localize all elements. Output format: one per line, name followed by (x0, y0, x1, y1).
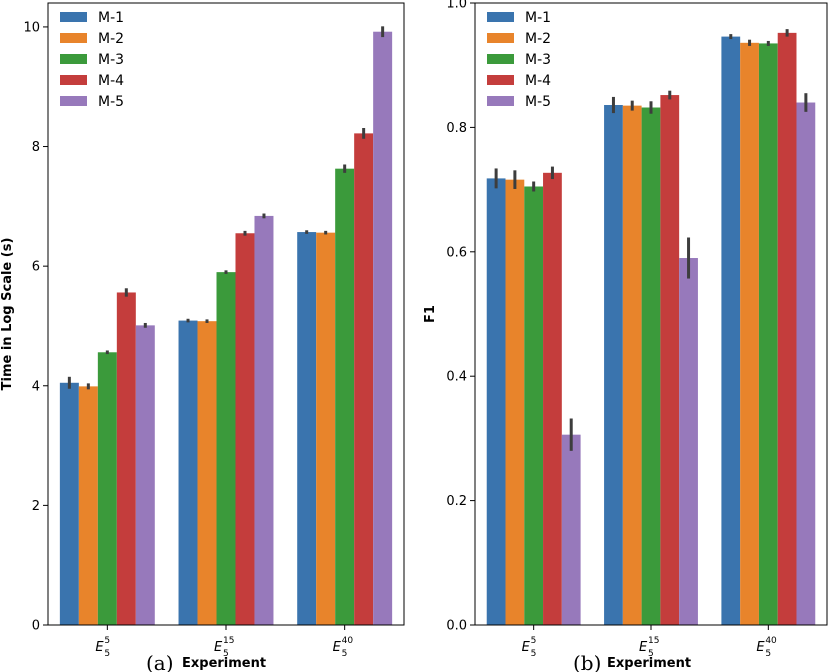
panel-a-bar-m-2-cat1 (78, 386, 98, 625)
panel-a-legend: M-1 M-2 M-3 M-4 M-5 (60, 10, 124, 110)
panel-a-bar-m-1-cat1 (59, 382, 79, 625)
panel-b-legend-label-m-3: M-3 (525, 52, 551, 68)
panel-b-legend-swatch-m-1 (487, 12, 514, 22)
panel-a-bar-m-3-cat2 (216, 272, 236, 625)
panel-b-y-tick-label-5: 0.8 (446, 121, 467, 136)
panel-b-bar-m-2-cat1 (505, 179, 525, 625)
panel-a-bar-m-5-cat1 (135, 325, 155, 625)
panel-a-bar-m-2-cat2 (197, 321, 217, 625)
panel-b-legend-swatch-m-2 (487, 33, 514, 43)
panel-b-bar-m-4-cat3 (777, 32, 797, 626)
panel-a-legend-swatch-m-3 (60, 54, 87, 64)
panel-a-bars (59, 31, 393, 626)
panel-a-legend-swatch-m-5 (60, 96, 87, 106)
panel-b-bar-m-5-cat2 (679, 258, 698, 625)
panel-b-bar-m-5-cat3 (796, 102, 816, 625)
panel-b-legend-label-m-5: M-5 (525, 94, 551, 110)
panel-b-legend-swatch-m-5 (487, 96, 514, 106)
panel-b-bar-m-4-cat2 (660, 95, 680, 625)
panel-b-x-tick-label-3: E40 5 (756, 636, 777, 659)
panel-b-y-tick-label-1: 0.0 (446, 619, 467, 634)
panel-b-x-tick-label-2: E15 5 (639, 636, 659, 659)
panel-a-y-tick-label-1: 0 (32, 619, 40, 634)
panel-a-error-bars (67, 26, 385, 390)
panel-b-y-tick-label-4: 0.6 (446, 245, 467, 260)
panel-b-bar-m-3-cat1 (524, 186, 544, 626)
panel-a-bar-m-4-cat1 (116, 292, 136, 625)
panel-b-legend-swatch-m-4 (487, 75, 514, 85)
panel-b-y-tick-label-3: 0.4 (446, 370, 467, 385)
panel-a-legend-label-m-3: M-3 (98, 52, 124, 68)
panel-b-bar-m-4-cat1 (543, 172, 562, 625)
panel-b-legend: M-1 M-2 M-3 M-4 M-5 (487, 10, 551, 110)
panel-a-time: 0 2 4 6 8 10 E5 5 E15 5 E40 5 Time in Log Scale (s… (0, 2, 405, 672)
panel-a-legend-swatch-m-4 (60, 75, 87, 85)
panel-a-bar-m-3-cat3 (335, 168, 355, 626)
panel-b-bar-m-5-cat1 (561, 434, 581, 625)
panel-a-x-tick-label-3: E40 5 (333, 636, 354, 659)
panel-b-x-tick-label-1: E5 5 (522, 636, 537, 659)
panel-b-bar-m-2-cat2 (622, 105, 642, 625)
panel-a-bar-m-3-cat1 (97, 352, 117, 625)
panel-a-x-tick-label-2: E15 5 (214, 636, 234, 659)
panel-b-bars (486, 32, 816, 626)
panel-b-bar-m-1-cat3 (721, 36, 741, 625)
panel-b-bar-m-3-cat3 (758, 43, 778, 626)
panel-a-y-tick-label-4: 6 (32, 260, 40, 275)
panel-a-bar-m-4-cat2 (235, 233, 255, 625)
panel-a-x-tick-label-1: E5 5 (95, 636, 110, 659)
panel-b-label: (b) (573, 651, 601, 672)
panel-b-legend-swatch-m-3 (487, 54, 514, 64)
panel-a-legend-swatch-m-1 (60, 12, 87, 22)
panel-a-label: (a) (146, 651, 174, 672)
panel-b-bar-m-2-cat3 (740, 42, 759, 626)
panel-b-bar-m-3-cat2 (641, 107, 661, 625)
panel-a-y-tick-label-5: 8 (32, 140, 40, 155)
panel-a-y-ticks: 0 2 4 6 8 10 (23, 20, 48, 634)
panel-a-legend-label-m-5: M-5 (98, 94, 124, 110)
panel-a-y-tick-label-6: 10 (23, 20, 40, 35)
panel-b-bar-m-1-cat2 (604, 105, 623, 625)
panel-a-legend-label-m-2: M-2 (98, 31, 124, 47)
panel-a-y-tick-label-2: 2 (32, 499, 40, 514)
panel-a-bar-m-5-cat2 (254, 215, 274, 626)
panel-a-legend-swatch-m-2 (60, 33, 87, 43)
panel-a-legend-label-m-1: M-1 (98, 10, 124, 26)
panel-a-bar-m-1-cat2 (178, 320, 198, 625)
panel-b-legend-label-m-1: M-1 (525, 10, 551, 26)
panel-a-bar-m-5-cat3 (373, 31, 393, 625)
panel-b-legend-label-m-2: M-2 (525, 31, 551, 47)
panel-b-f1: 0.0 0.2 0.4 0.6 0.8 1.0 E5 5 E15 5 E40 5 F1 (b) Ex… (423, 0, 828, 672)
panel-b-y-tick-label-6: 1.0 (446, 0, 467, 12)
panel-b-y-axis-label: F1 (423, 305, 438, 323)
panel-a-y-tick-label-3: 4 (32, 379, 40, 394)
panel-b-legend-label-m-4: M-4 (525, 73, 551, 89)
panel-b-error-bars (494, 29, 808, 451)
panel-b-x-axis-label: Experiment (607, 656, 691, 671)
panel-b-x-ticks: E5 5 E15 5 E40 5 (522, 625, 777, 659)
panel-a-bar-m-2-cat3 (316, 232, 336, 625)
panel-a-x-axis-label: Experiment (182, 656, 266, 671)
panel-b-bar-m-1-cat1 (486, 178, 506, 625)
panel-a-x-ticks: E5 5 E15 5 E40 5 (95, 625, 353, 659)
panel-b-y-ticks: 0.0 0.2 0.4 0.6 0.8 1.0 (446, 0, 475, 634)
panel-a-bar-m-4-cat3 (354, 133, 374, 625)
panel-a-legend-label-m-4: M-4 (98, 73, 124, 89)
panel-b-y-tick-label-2: 0.2 (446, 494, 467, 509)
panel-a-y-axis-label: Time in Log Scale (s) (0, 238, 15, 391)
panel-a-bar-m-1-cat3 (297, 232, 317, 625)
